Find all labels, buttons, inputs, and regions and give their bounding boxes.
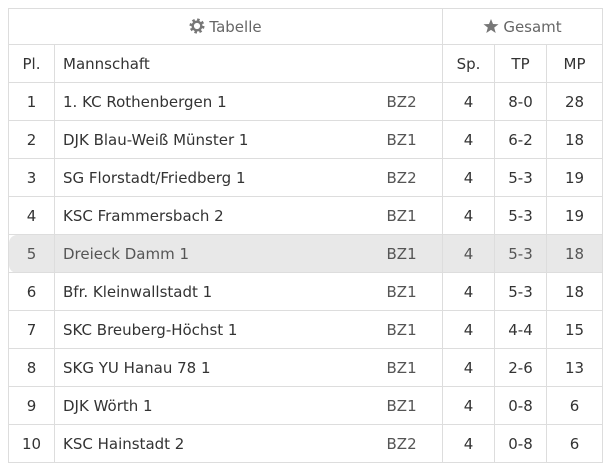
table-row: 6 Bfr. Kleinwallstadt 1 BZ1 4 5-3 18: [8, 272, 604, 311]
group-title: Tabelle: [209, 17, 262, 36]
place: 8: [8, 348, 55, 387]
place: 5: [8, 234, 55, 273]
table-row: 8 SKG YU Hanau 78 1 BZ1 4 2-6 13: [8, 348, 604, 387]
place: 7: [8, 310, 55, 349]
table-row: 1 1. KC Rothenbergen 1 BZ2 4 8-0 28: [8, 82, 604, 121]
league: BZ1: [376, 386, 444, 425]
league: BZ1: [376, 272, 444, 311]
place: 3: [8, 158, 55, 197]
group-header: Tabelle: [7, 8, 444, 45]
table-points: 5-3: [494, 158, 548, 197]
league: BZ1: [376, 310, 444, 349]
team-name: SKC Breuberg-Höchst 1: [54, 310, 377, 349]
table-points: 5-3: [494, 196, 548, 235]
place: 10: [8, 424, 55, 463]
standings-table: Tabelle Gesamt Pl. Mannschaft Sp. TP MP …: [7, 8, 604, 463]
league: BZ2: [376, 82, 444, 121]
team-name: Dreieck Damm 1: [54, 234, 377, 273]
group-title: Gesamt: [503, 17, 562, 36]
team-name: DJK Wörth 1: [54, 386, 377, 425]
column-header: Pl.: [8, 44, 55, 83]
table-row: 7 SKC Breuberg-Höchst 1 BZ1 4 4-4 15: [8, 310, 604, 349]
table-body: 1 1. KC Rothenbergen 1 BZ2 4 8-0 28 2 DJK Blau-…: [8, 82, 604, 463]
league: BZ1: [376, 196, 444, 235]
place: 4: [8, 196, 55, 235]
team-name: 1. KC Rothenbergen 1: [54, 82, 377, 121]
match-points: 19: [546, 158, 604, 197]
team-name: SKG YU Hanau 78 1: [54, 348, 377, 387]
table-points: 5-3: [494, 272, 548, 311]
team-name: SG Florstadt/Friedberg 1: [54, 158, 377, 197]
table-row: 10 KSC Hainstadt 2 BZ2 4 0-8 6: [8, 424, 604, 463]
match-points: 6: [546, 386, 604, 425]
league: BZ1: [376, 234, 444, 273]
match-points: 6: [546, 424, 604, 463]
table-row: 5 Dreieck Damm 1 BZ1 4 5-3 18: [8, 234, 604, 273]
table-points: 0-8: [494, 386, 548, 425]
table-row: 3 SG Florstadt/Friedberg 1 BZ2 4 5-3 19: [8, 158, 604, 197]
league: BZ1: [376, 348, 444, 387]
star-icon: [483, 18, 499, 33]
table-row: 9 DJK Wörth 1 BZ1 4 0-8 6: [8, 386, 604, 425]
league: BZ2: [376, 158, 444, 197]
games: 4: [442, 196, 496, 235]
table-points: 5-3: [494, 234, 548, 273]
games: 4: [442, 158, 496, 197]
table-points: 8-0: [494, 82, 548, 121]
table-row: 2 DJK Blau-Weiß Münster 1 BZ1 4 6-2 18: [8, 120, 604, 159]
table-points: 2-6: [494, 348, 548, 387]
group-header-row: Tabelle Gesamt: [7, 8, 604, 45]
place: 2: [8, 120, 55, 159]
gear-icon: [189, 18, 205, 33]
column-header-row: Pl. Mannschaft Sp. TP MP: [8, 44, 604, 83]
column-header: TP: [494, 44, 548, 83]
match-points: 19: [546, 196, 604, 235]
team-name: DJK Blau-Weiß Münster 1: [54, 120, 377, 159]
column-header: [376, 44, 444, 83]
games: 4: [442, 386, 496, 425]
games: 4: [442, 310, 496, 349]
team-name: KSC Hainstadt 2: [54, 424, 377, 463]
team-name: KSC Frammersbach 2: [54, 196, 377, 235]
column-header: Sp.: [442, 44, 496, 83]
match-points: 15: [546, 310, 604, 349]
league: BZ1: [376, 120, 444, 159]
games: 4: [442, 348, 496, 387]
table-points: 4-4: [494, 310, 548, 349]
games: 4: [442, 424, 496, 463]
match-points: 18: [546, 234, 604, 273]
league: BZ2: [376, 424, 444, 463]
games: 4: [442, 234, 496, 273]
games: 4: [442, 120, 496, 159]
group-header: Gesamt: [442, 8, 604, 45]
games: 4: [442, 82, 496, 121]
column-header: MP: [546, 44, 604, 83]
column-header: Mannschaft: [54, 44, 377, 83]
place: 6: [8, 272, 55, 311]
table-row: 4 KSC Frammersbach 2 BZ1 4 5-3 19: [8, 196, 604, 235]
table-points: 0-8: [494, 424, 548, 463]
place: 9: [8, 386, 55, 425]
match-points: 18: [546, 120, 604, 159]
match-points: 13: [546, 348, 604, 387]
match-points: 18: [546, 272, 604, 311]
table-points: 6-2: [494, 120, 548, 159]
games: 4: [442, 272, 496, 311]
place: 1: [8, 82, 55, 121]
match-points: 28: [546, 82, 604, 121]
team-name: Bfr. Kleinwallstadt 1: [54, 272, 377, 311]
